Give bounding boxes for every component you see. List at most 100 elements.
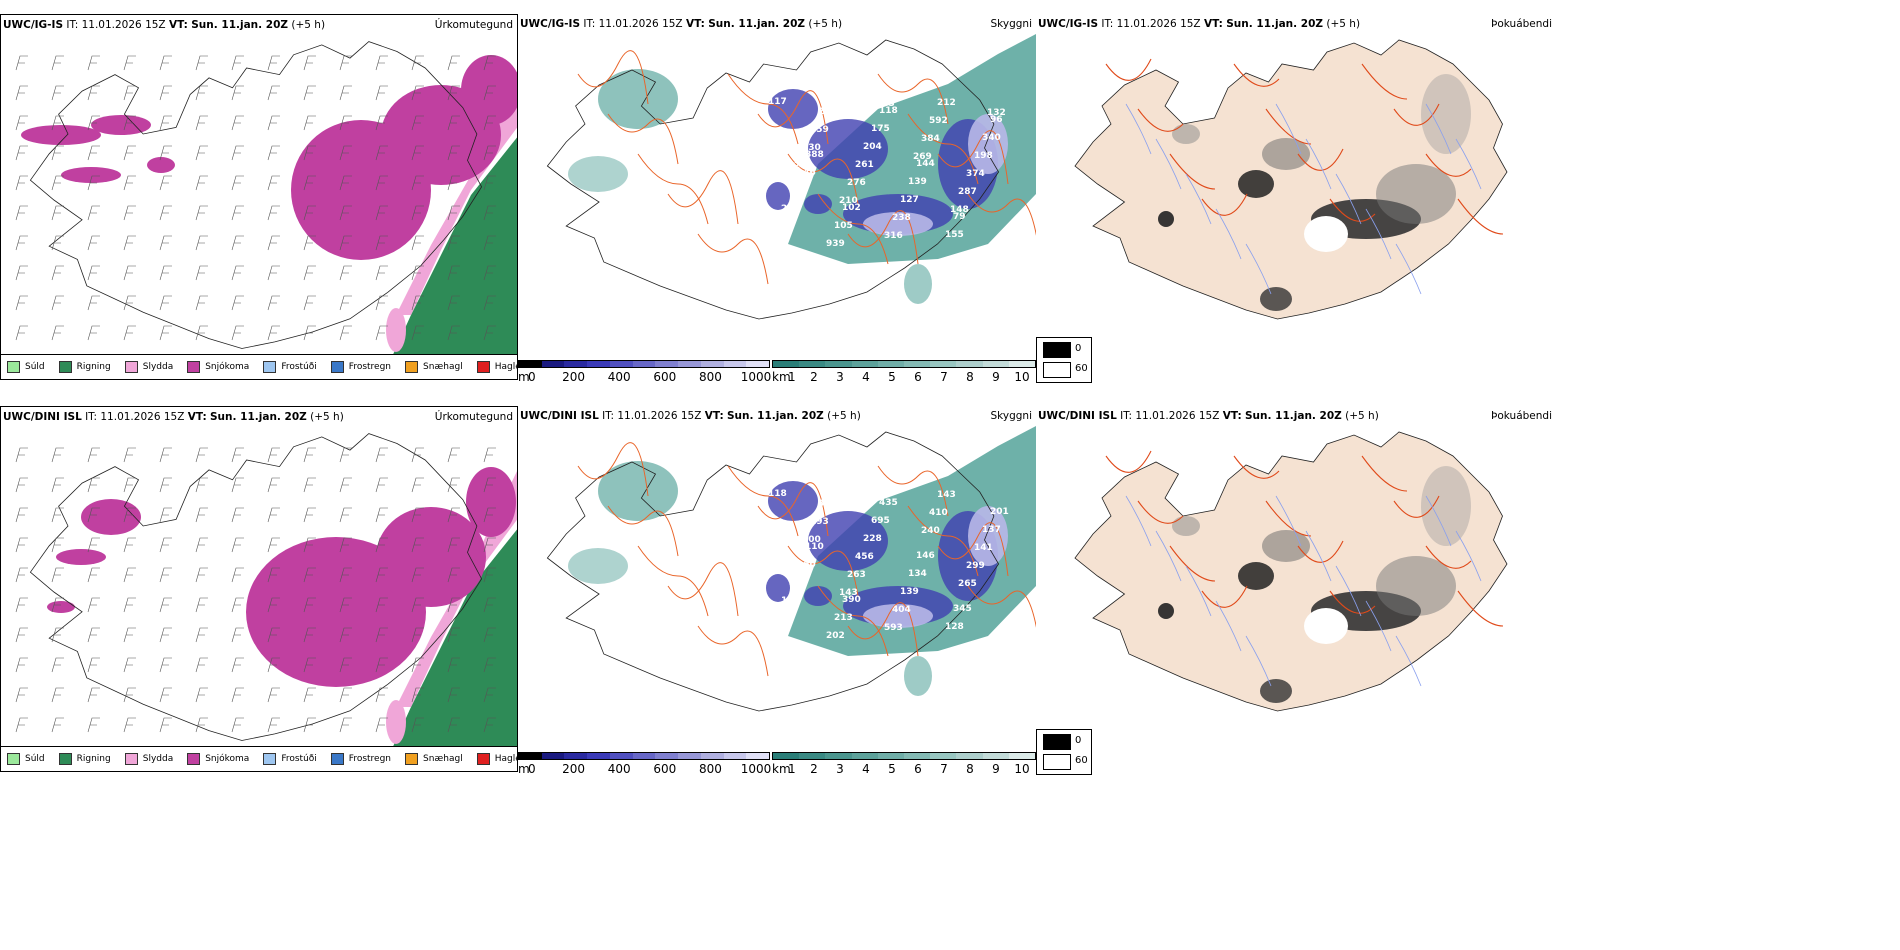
precip-legend-swatch — [405, 753, 419, 765]
visibility-value: 143 — [937, 490, 956, 500]
colorbar-tick: 200 — [562, 762, 586, 776]
colorbar-segment — [930, 361, 957, 367]
visibility-value: 105 — [834, 221, 853, 231]
init-time-label: IT: — [66, 19, 79, 31]
panel-header: UWC/IG-IS IT: 11.01.2026 15Z VT: Sun. 11… — [520, 18, 1032, 34]
precip-legend-swatch — [58, 753, 72, 765]
visibility-value: 155 — [945, 230, 964, 240]
lead-time: (+5 h) — [1345, 410, 1379, 422]
colorbar-tick: 1 — [788, 762, 796, 776]
colorbar-segment — [541, 361, 565, 367]
precip-legend-swatch — [405, 361, 419, 373]
visibility-value: 254 — [789, 578, 808, 588]
colorbar-tick: 6 — [914, 762, 922, 776]
visibility-value: 593 — [884, 623, 903, 633]
visibility-value: 939 — [826, 239, 845, 249]
visibility-value: 240 — [921, 526, 940, 536]
colorbar-tick: 8 — [966, 762, 974, 776]
colorbar-tick: 800 — [698, 762, 722, 776]
colorbar-tick: 400 — [607, 370, 631, 384]
visibility-value: 139 — [900, 587, 919, 597]
visibility-value: 265 — [958, 579, 977, 589]
visibility-value: 324 — [818, 499, 837, 509]
colorbar-segment — [904, 361, 931, 367]
visibility-value: 160 — [797, 560, 816, 570]
parameter-name: Skyggni — [990, 410, 1033, 422]
precip-map — [15, 433, 517, 771]
precip-legend-swatch — [187, 753, 201, 765]
visibility-value: 118 — [879, 106, 898, 116]
visibility-value: 228 — [863, 534, 882, 544]
visibility-value: 127 — [900, 195, 919, 205]
precip-legend-item: Snæhagl — [405, 753, 463, 765]
init-time: 11.01.2026 15Z — [100, 411, 185, 423]
visibility-value: 132 — [987, 108, 1006, 118]
visibility-value: 238 — [892, 213, 911, 223]
panel-header: UWC/IG-IS IT: 11.01.2026 15Z VT: Sun. 11… — [1038, 18, 1552, 34]
colorbar-tick: 8 — [966, 370, 974, 384]
precip-legend-swatch — [124, 361, 138, 373]
ceiling-colorbar: m 0 200 400 600 800 1000 — [518, 360, 772, 386]
lead-time: (+5 h) — [1326, 18, 1361, 30]
colorbar-tick: 1 — [788, 370, 796, 384]
model-name: UWC/DINI ISL — [1038, 410, 1117, 422]
colorbar-strip — [518, 360, 770, 368]
colorbar-tick: 7 — [940, 370, 948, 384]
init-time: 11.01.2026 15Z — [1116, 18, 1201, 30]
colorbar-tick: 7 — [940, 762, 948, 776]
colorbar-segment — [678, 361, 701, 367]
init-time: 11.01.2026 15Z — [617, 410, 702, 422]
precip-legend-swatch — [330, 361, 344, 373]
colorbar-segment — [723, 361, 747, 367]
visibility-value: 201 — [990, 507, 1009, 517]
visibility-value: 143 — [839, 588, 858, 598]
model-name: UWC/DINI ISL — [520, 410, 599, 422]
parameter-name: Þokuábendi — [1491, 410, 1552, 422]
precip-type-legend: Súld Rigning Slydda Snjókoma Frostúði Frostre… — [1, 746, 517, 771]
colorbar-tick: 2 — [810, 370, 818, 384]
visibility-value: 888 — [805, 150, 824, 160]
precip-legend-label: Snæhagl — [423, 754, 463, 764]
colorbar-tick: 0 — [528, 762, 536, 776]
colorbar-tick: 200 — [562, 370, 586, 384]
visibility-value: 128 — [945, 622, 964, 632]
colorbar-segment — [799, 753, 826, 759]
colorbar-segment — [678, 753, 701, 759]
visibility-value: 213 — [834, 613, 853, 623]
visibility-value: 287 — [958, 187, 977, 197]
colorbar-tick: 1000 — [740, 370, 772, 384]
fog-index-panel: UWC/DINI ISL IT: 11.01.2026 15Z VT: Sun.… — [1036, 406, 1556, 736]
fog-legend-high: 0 — [1075, 343, 1082, 354]
visibility-colorbar: km 1 2 3 4 5 6 7 8 9 10 — [772, 752, 1036, 778]
visibility-value: 148 — [950, 205, 969, 215]
visibility-value: 118 — [768, 489, 787, 499]
fog-legend-swatch-low — [1043, 754, 1071, 770]
colorbar-unit: m — [518, 370, 530, 384]
valid-time: Sun. 11.jan. 20Z — [210, 411, 307, 423]
parameter-name: Úrkomutegund — [434, 19, 513, 31]
precip-legend-label: Súld — [25, 754, 45, 764]
valid-time: Sun. 11.jan. 20Z — [1226, 18, 1324, 30]
visibility-value: 592 — [929, 116, 948, 126]
visibility-value: 650 — [773, 222, 792, 232]
colorbar-segment — [825, 753, 852, 759]
visibility-value: 695 — [871, 516, 890, 526]
colorbar-segment — [825, 361, 852, 367]
colorbar-tick: 3 — [836, 762, 844, 776]
precip-legend-label: Haglél — [494, 362, 517, 372]
visibility-value: 210 — [839, 196, 858, 206]
colorbar-segment — [700, 753, 724, 759]
colorbar-segment — [609, 753, 633, 759]
precip-legend-label: Snæhagl — [423, 362, 463, 372]
visibility-value: 146 — [797, 168, 816, 178]
model-name: UWC/IG-IS — [1038, 18, 1099, 30]
precip-legend-item: Rigning — [58, 361, 111, 373]
visibility-value: 384 — [921, 134, 940, 144]
valid-time-label: VT: — [187, 411, 207, 423]
precip-legend-item: Frostúði — [263, 753, 317, 765]
colorbar-tick: 600 — [653, 762, 677, 776]
visibility-value: 146 — [916, 551, 935, 561]
colorbar-tick: 4 — [862, 762, 870, 776]
visibility-value: 117 — [768, 97, 787, 107]
colorbar-segment — [632, 753, 656, 759]
